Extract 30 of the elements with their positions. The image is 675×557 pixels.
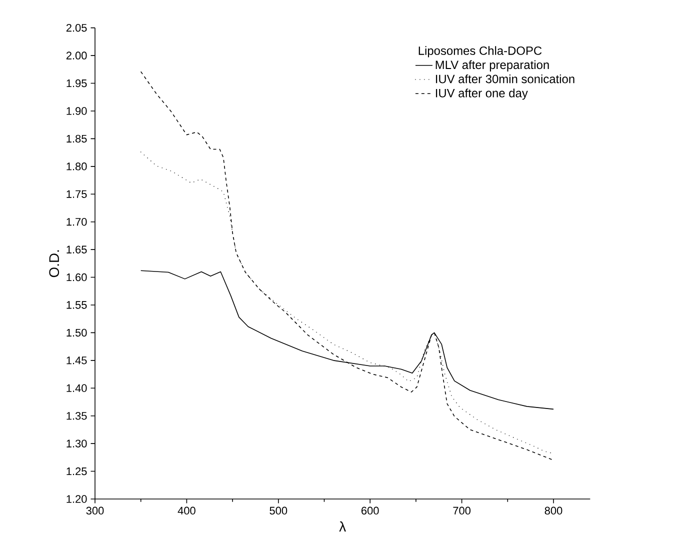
y-axis-title: O.D. — [49, 250, 60, 278]
legend-title: Liposomes Chla-DOPC — [418, 46, 542, 58]
y-tick-label: 1.80 — [66, 162, 87, 170]
y-tick-label: 2.00 — [66, 52, 87, 60]
legend-label: MLV after preparation — [436, 60, 549, 72]
x-tick-label: 400 — [178, 506, 196, 515]
x-tick-label: 600 — [362, 506, 379, 515]
y-tick-label: 2.05 — [66, 24, 87, 32]
y-tick-label: 1.70 — [66, 218, 87, 226]
y-tick-label: 1.95 — [66, 79, 87, 88]
x-tick-label: 700 — [453, 506, 470, 515]
y-tick-label: 1.25 — [66, 467, 87, 476]
y-tick-label: 1.75 — [66, 190, 87, 198]
y-tick-label: 1.55 — [66, 301, 87, 309]
y-tick-label: 1.50 — [66, 328, 87, 337]
y-tick-label: 1.20 — [66, 495, 87, 503]
y-tick-label: 1.35 — [66, 412, 87, 420]
y-tick-label: 1.40 — [66, 384, 87, 392]
x-tick-label: 300 — [86, 506, 104, 515]
legend-label: IUV after one day — [436, 88, 528, 100]
x-tick-label: 800 — [544, 506, 562, 515]
y-tick-label: 1.65 — [66, 246, 87, 254]
y-tick-label: 1.60 — [66, 273, 87, 282]
legend-label: IUV after 30min sonication — [436, 74, 574, 84]
x-tick-label: 500 — [270, 506, 288, 515]
y-tick-label: 1.45 — [66, 356, 87, 364]
y-tick-label: 1.85 — [66, 134, 87, 143]
x-axis-title: λ — [339, 521, 346, 532]
y-tick-label: 1.30 — [66, 440, 87, 448]
y-tick-label: 1.90 — [66, 107, 87, 115]
